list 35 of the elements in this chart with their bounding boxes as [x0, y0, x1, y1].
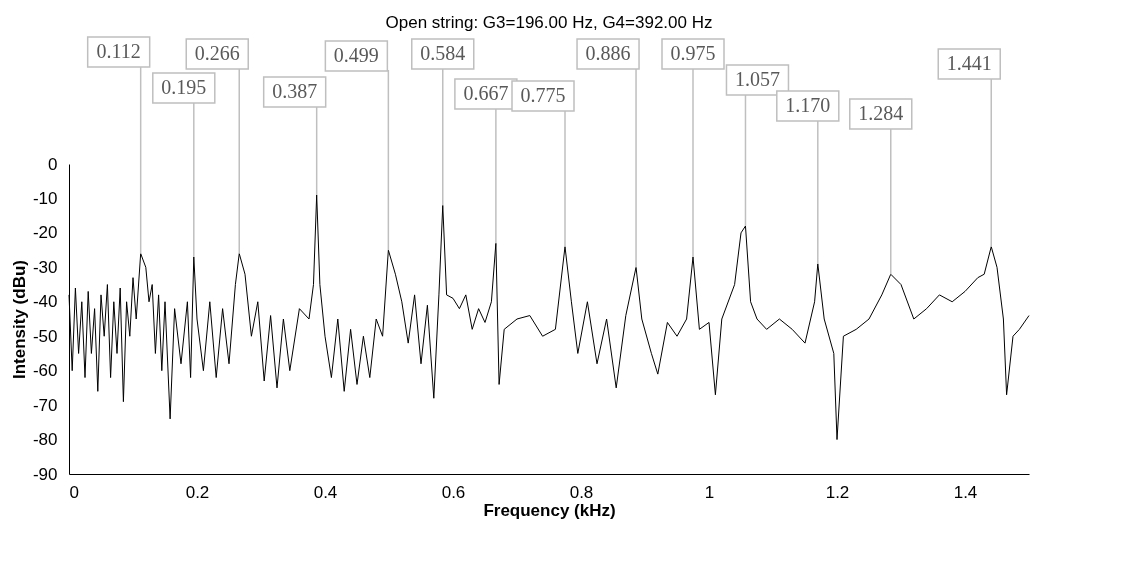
x-tick-label: 1 — [704, 482, 715, 502]
annotation: 0.195 — [161, 76, 207, 98]
x-tick-label: 0.4 — [313, 482, 338, 502]
annotation: 0.499 — [333, 44, 379, 66]
y-axis-title: Intensity (dBu) — [9, 260, 29, 379]
y-tick-label: -50 — [32, 326, 58, 346]
x-tick-label: 0 — [69, 482, 79, 502]
x-tick-label: 0.8 — [569, 482, 594, 502]
annotation: 0.775 — [520, 84, 566, 106]
annotation: 0.266 — [194, 42, 240, 64]
y-tick-label: -70 — [32, 395, 58, 415]
y-tick-label: -30 — [32, 257, 58, 277]
y-tick-label: -20 — [32, 223, 58, 243]
y-tick-label: -60 — [32, 361, 58, 381]
x-axis-title: Frequency (kHz) — [483, 500, 616, 520]
y-tick-label: -10 — [32, 188, 58, 208]
annotation: 1.284 — [858, 102, 904, 124]
annotation: 0.584 — [420, 42, 466, 64]
x-tick-label: 0.2 — [185, 482, 210, 502]
annotation: 1.441 — [946, 52, 992, 74]
annotation: 1.057 — [734, 68, 780, 90]
annotation: 1.170 — [785, 94, 831, 116]
y-tick-label: 0 — [48, 154, 58, 174]
x-tick-label: 1.2 — [825, 482, 850, 502]
chart-title: Open string: G3=196.00 Hz, G4=392.00 Hz — [385, 13, 713, 33]
y-tick-label: -80 — [32, 430, 58, 450]
annotation: 0.975 — [670, 42, 716, 64]
annotation: 0.387 — [272, 80, 318, 102]
annotation: 0.886 — [585, 42, 631, 64]
y-tick-label: -40 — [32, 292, 58, 312]
x-tick-label: 0.6 — [441, 482, 466, 502]
annotation: 0.112 — [96, 40, 141, 62]
annotation: 0.667 — [463, 82, 509, 104]
y-tick-label: -90 — [32, 464, 58, 484]
x-tick-label: 1.4 — [953, 482, 978, 502]
